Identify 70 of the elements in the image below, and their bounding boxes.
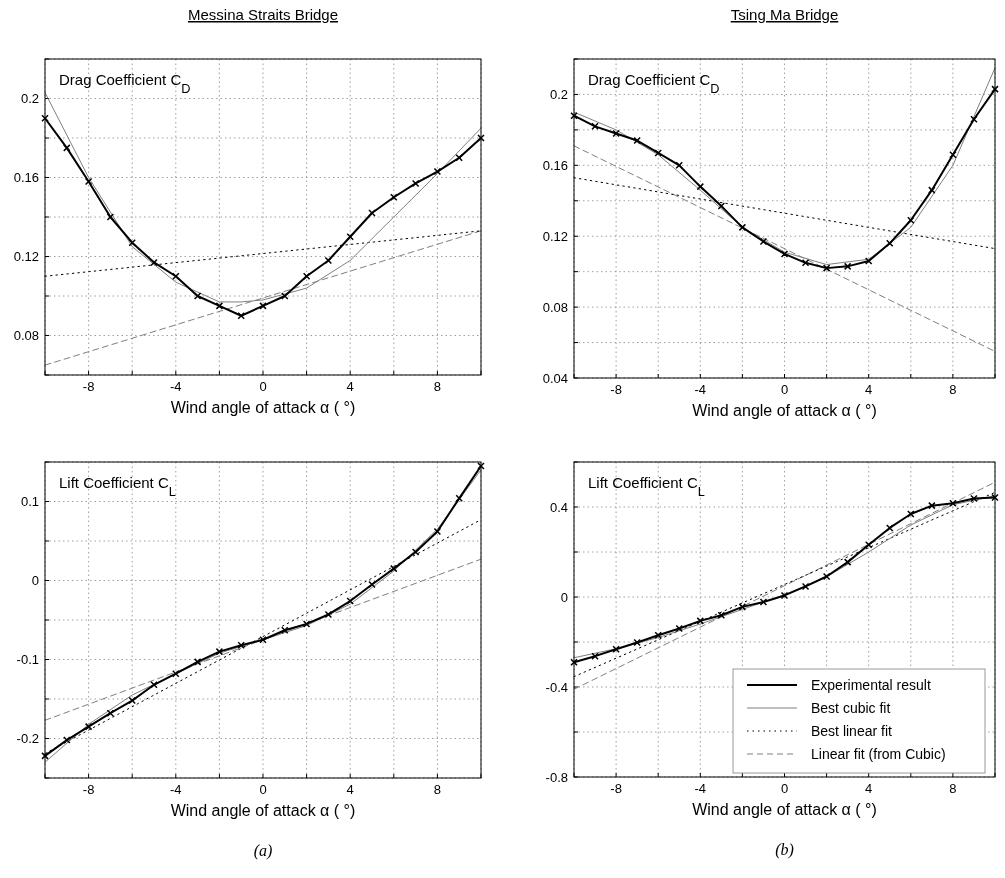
x-tick-label: -4 bbox=[694, 781, 707, 796]
point bbox=[368, 209, 376, 217]
y-axis-title: Lift Coefficient C$_{L}$ bbox=[59, 474, 176, 499]
y-tick-label: -0.2 bbox=[16, 731, 39, 746]
point bbox=[886, 239, 894, 248]
x-tick-label: 8 bbox=[949, 382, 957, 397]
x-tick-label: 8 bbox=[949, 781, 957, 796]
point bbox=[215, 647, 224, 656]
x-tick-label: -8 bbox=[610, 781, 622, 796]
x-axis-title: Wind angle of attack α ( °) bbox=[170, 399, 356, 416]
x-tick-label: -8 bbox=[610, 382, 622, 397]
y-tick-label: 0.08 bbox=[542, 299, 568, 315]
y-tick-label: -0.4 bbox=[545, 679, 568, 695]
chart-title: Tsing Ma Bridge bbox=[730, 6, 839, 23]
legend-label: Best linear fit bbox=[811, 723, 893, 739]
x-tick-label: 4 bbox=[346, 782, 354, 797]
point bbox=[172, 272, 180, 280]
point bbox=[433, 167, 442, 176]
x-tick-label: -4 bbox=[170, 379, 182, 394]
y-tick-label: 0.08 bbox=[13, 328, 39, 343]
x-tick-label: 4 bbox=[346, 379, 354, 394]
y-tick-label: 0.16 bbox=[542, 157, 568, 173]
y-tick-label: -0.8 bbox=[545, 769, 568, 785]
point bbox=[843, 262, 852, 271]
legend-label: Experimental result bbox=[811, 677, 931, 693]
point bbox=[84, 177, 93, 186]
x-tick-label: 0 bbox=[259, 379, 267, 394]
y-tick-label: 0.2 bbox=[549, 86, 568, 102]
text: (a) bbox=[253, 842, 273, 860]
point bbox=[654, 631, 662, 639]
y-axis-title: Lift Coefficient C$_{L}$ bbox=[588, 474, 705, 499]
y-tick-label: 0 bbox=[560, 589, 568, 605]
x-axis-title: Wind angle of attack α ( °) bbox=[692, 801, 877, 818]
point bbox=[390, 193, 398, 201]
point bbox=[84, 722, 93, 731]
x-tick-label: -4 bbox=[694, 382, 707, 397]
y-tick-label: 0.12 bbox=[13, 249, 39, 264]
x-tick-label: 8 bbox=[433, 782, 442, 797]
point bbox=[738, 223, 747, 232]
point bbox=[477, 134, 485, 142]
y-axis-title: Drag Coefficient C$_{D}$ bbox=[59, 71, 191, 96]
x-tick-label: 0 bbox=[780, 382, 789, 397]
y-axis-title: Drag Coefficient C$_{D}$ bbox=[588, 71, 720, 96]
y-tick-label: 0.04 bbox=[542, 370, 568, 386]
legend-label: Linear fit (from Cubic) bbox=[811, 746, 946, 762]
point bbox=[928, 186, 936, 194]
point bbox=[324, 256, 333, 265]
x-axis-title: Wind angle of attack α ( °) bbox=[692, 402, 877, 419]
point bbox=[759, 237, 768, 246]
text: (b) bbox=[775, 841, 794, 859]
point bbox=[411, 179, 420, 188]
y-tick-label: 0.2 bbox=[20, 91, 39, 106]
y-tick-label: -0.1 bbox=[16, 652, 39, 667]
y-tick-label: 0.1 bbox=[20, 494, 39, 509]
x-tick-label: -8 bbox=[82, 379, 95, 394]
chart-title: Messina Straits Bridge bbox=[187, 6, 339, 23]
x-tick-label: 4 bbox=[865, 382, 873, 397]
legend-label: Best cubic fit bbox=[811, 700, 891, 716]
x-tick-label: 0 bbox=[259, 782, 267, 797]
x-tick-label: -8 bbox=[82, 782, 95, 797]
y-tick-label: 0.12 bbox=[542, 228, 568, 244]
x-tick-label: 4 bbox=[865, 781, 873, 796]
point bbox=[801, 582, 810, 591]
x-tick-label: 8 bbox=[433, 379, 442, 394]
x-tick-label: 0 bbox=[780, 781, 789, 796]
x-tick-label: -4 bbox=[170, 782, 182, 797]
y-tick-label: 0.4 bbox=[549, 499, 568, 515]
y-tick-label: 0 bbox=[31, 573, 39, 588]
x-axis-title: Wind angle of attack α ( °) bbox=[170, 802, 356, 819]
y-tick-label: 0.16 bbox=[13, 170, 39, 185]
